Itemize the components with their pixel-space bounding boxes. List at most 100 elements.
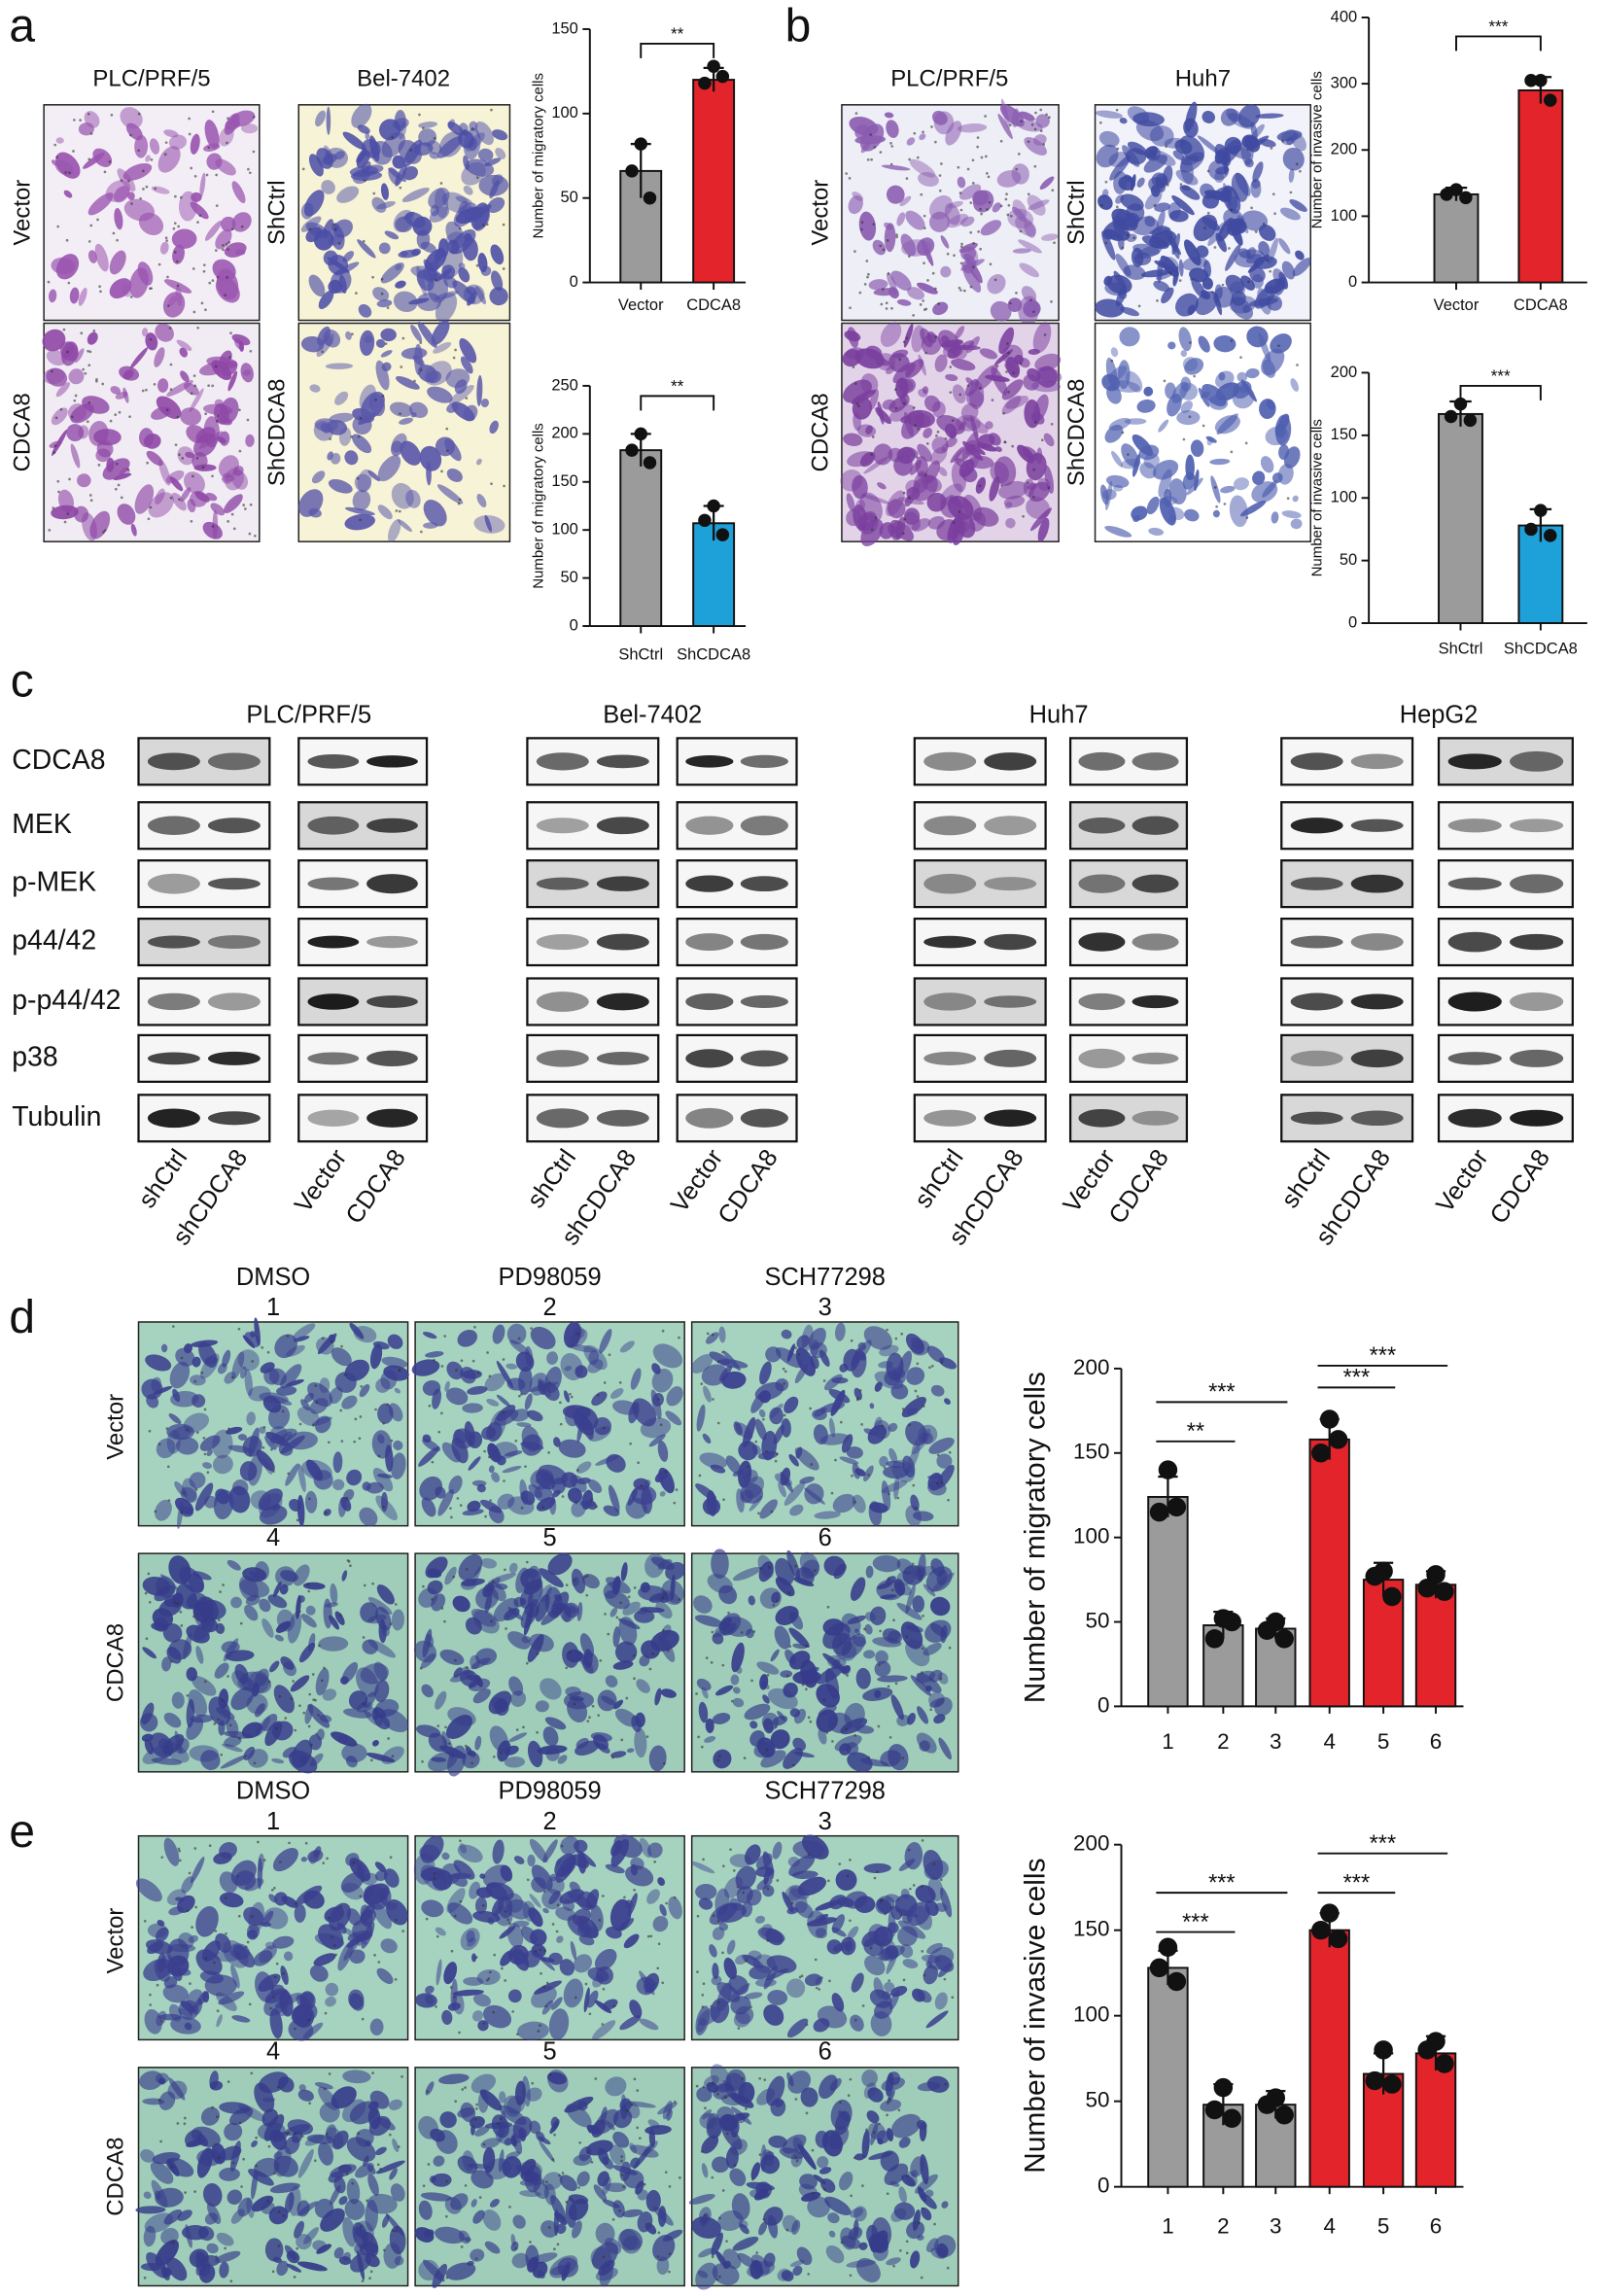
- pore: [711, 1661, 714, 1664]
- pore: [1033, 165, 1036, 168]
- blot-band: [208, 992, 261, 1010]
- pore: [890, 1906, 893, 1909]
- pore: [157, 1984, 159, 1987]
- pore: [426, 1918, 429, 1921]
- pore: [1156, 299, 1159, 302]
- data-point: [1274, 2105, 1293, 2124]
- pore: [328, 1441, 331, 1444]
- pore: [1299, 170, 1302, 173]
- pore: [282, 1972, 285, 1975]
- pore: [706, 1656, 709, 1659]
- pore: [1207, 170, 1210, 173]
- blot-band: [537, 991, 589, 1012]
- pore: [213, 1722, 216, 1725]
- pore: [329, 2072, 331, 2075]
- pore: [179, 1860, 182, 1862]
- pore: [155, 1511, 157, 1513]
- blot-band: [307, 1052, 359, 1064]
- pore: [521, 1507, 524, 1510]
- pore: [339, 1409, 342, 1412]
- blot-band: [1510, 818, 1563, 832]
- pore: [882, 288, 885, 291]
- pore: [276, 1963, 279, 1966]
- pore: [177, 2122, 180, 2125]
- pore: [649, 1668, 652, 1671]
- pore: [906, 337, 909, 340]
- pore: [229, 2279, 232, 2282]
- pore: [536, 1731, 539, 1734]
- pore: [903, 340, 906, 343]
- micrograph: [1096, 323, 1311, 541]
- pore: [215, 2255, 218, 2258]
- pore: [884, 1466, 887, 1469]
- micrograph: [410, 1320, 687, 1527]
- pore: [794, 1346, 797, 1349]
- pore: [482, 1904, 485, 1907]
- pore: [399, 412, 401, 415]
- pore: [511, 2010, 514, 2013]
- blot-band: [741, 1109, 788, 1128]
- pore: [1266, 259, 1269, 261]
- pore: [520, 1393, 523, 1396]
- data-point: [1544, 529, 1556, 541]
- pore: [324, 2087, 327, 2090]
- pore: [196, 457, 199, 460]
- pore: [137, 149, 140, 152]
- lane-label: shCtrl: [910, 1144, 969, 1213]
- pore: [193, 1380, 196, 1383]
- pore: [547, 1451, 550, 1454]
- pore: [923, 1405, 925, 1408]
- pore: [722, 2189, 725, 2192]
- pore: [889, 142, 892, 145]
- blot-band: [685, 876, 733, 892]
- pore: [820, 1976, 823, 1979]
- pore: [850, 2274, 853, 2277]
- pore: [294, 1729, 296, 1732]
- micrograph: [689, 1548, 958, 1775]
- pore: [751, 2178, 754, 2181]
- pore: [113, 232, 116, 235]
- blot-band: [1132, 1053, 1179, 1064]
- pore: [1154, 204, 1157, 207]
- pore: [272, 1996, 275, 1999]
- pore: [591, 2161, 594, 2164]
- pore: [170, 364, 173, 366]
- blot-band: [984, 995, 1036, 1008]
- pore: [226, 276, 228, 279]
- pore: [866, 276, 869, 279]
- pore: [453, 357, 456, 360]
- pore: [1193, 375, 1196, 378]
- pore: [360, 2225, 363, 2228]
- blot-band: [307, 936, 359, 949]
- pore: [958, 287, 961, 290]
- pore: [273, 1887, 276, 1890]
- pore: [359, 1895, 362, 1897]
- pore: [173, 227, 176, 230]
- treatment-label: SCH77298: [764, 1777, 886, 1804]
- pore: [894, 388, 897, 391]
- pore: [312, 1424, 315, 1427]
- row-label: Vector: [102, 1908, 128, 1974]
- pore: [200, 1372, 203, 1374]
- pore: [282, 1410, 285, 1413]
- pore: [453, 1996, 456, 1999]
- pore: [364, 1584, 366, 1587]
- pore: [461, 1359, 464, 1362]
- x-tick-label: 5: [1377, 1729, 1390, 1754]
- pore: [678, 1598, 680, 1601]
- pore: [422, 127, 425, 130]
- pore: [506, 1919, 509, 1922]
- pore: [939, 190, 942, 192]
- blot-band: [741, 1051, 788, 1067]
- pore: [909, 1888, 912, 1891]
- pore: [98, 464, 101, 467]
- pore: [986, 208, 989, 211]
- pore: [201, 302, 204, 305]
- pore: [483, 1450, 486, 1453]
- pore: [242, 504, 245, 506]
- pore: [767, 1888, 770, 1891]
- pore: [413, 380, 416, 383]
- pore: [949, 391, 952, 394]
- bar: [1435, 194, 1479, 283]
- pore: [854, 2019, 857, 2022]
